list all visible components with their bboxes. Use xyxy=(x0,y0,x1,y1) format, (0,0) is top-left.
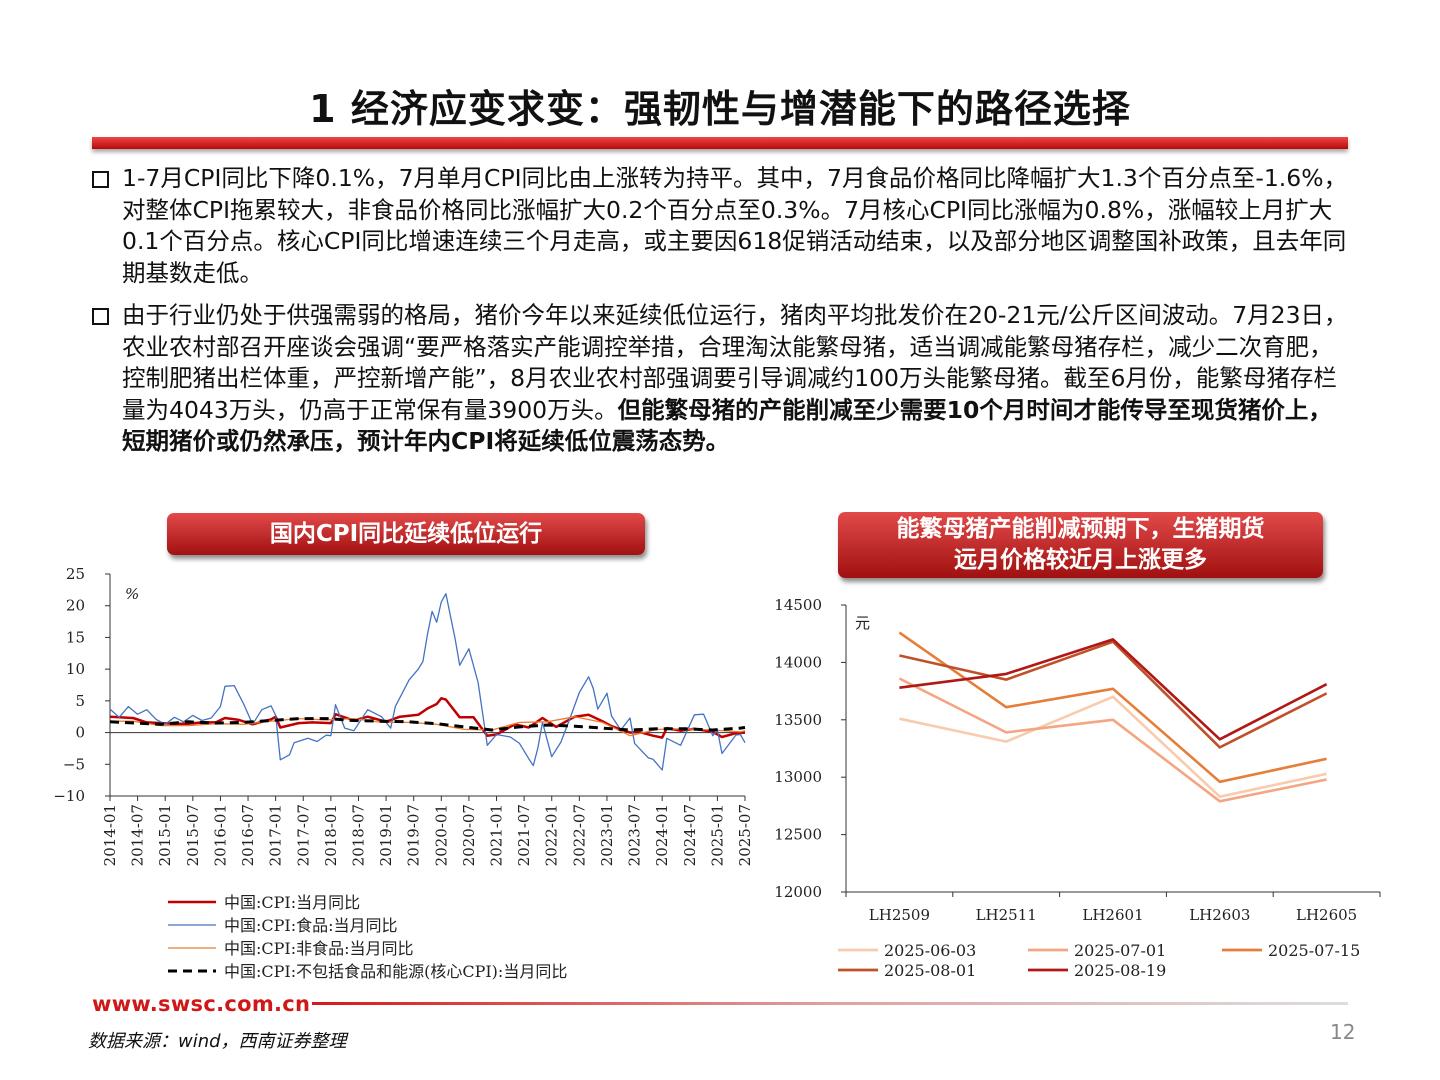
cpi-y-tick-label: 0 xyxy=(75,724,85,742)
cpi-y-tick-label: −10 xyxy=(53,787,85,805)
futures-x-tick-label: LH2509 xyxy=(869,906,930,924)
bullet-1-text: 1-7月CPI同比下降0.1%，7月单月CPI同比由上涨转为持平。其中，7月食品… xyxy=(122,164,1348,287)
cpi-x-tick-label: 2017-01 xyxy=(267,804,285,866)
cpi-legend-label: 中国:CPI:食品:当月同比 xyxy=(224,916,398,935)
cpi-y-tick-label: −5 xyxy=(63,755,85,773)
futures-y-unit-label: 元 xyxy=(855,614,870,632)
bullet-square-icon xyxy=(92,308,109,325)
futures-legend-label: 2025-08-01 xyxy=(884,961,976,980)
futures-series-line-4 xyxy=(899,640,1328,749)
cpi-x-tick-label: 2014-01 xyxy=(101,804,119,866)
cpi-x-tick-label: 2016-01 xyxy=(211,804,229,866)
cpi-x-tick-label: 2015-01 xyxy=(156,804,174,866)
cpi-x-tick-label: 2021-07 xyxy=(515,804,533,866)
futures-y-tick-label: 12000 xyxy=(774,883,822,901)
cpi-x-tick-label: 2024-01 xyxy=(653,804,671,866)
bullet-2-text: 由于行业仍处于供强需弱的格局，猪价今年以来延续低位运行，猪肉平均批发价在20-2… xyxy=(122,301,1348,455)
footer-url[interactable]: www.swsc.com.cn xyxy=(92,992,311,1016)
cpi-x-tick-label: 2025-07 xyxy=(736,804,754,866)
data-source: 数据来源：wind，西南证券整理 xyxy=(88,1031,347,1052)
futures-chart-title: 能繁母猪产能削减预期下，生猪期货 远月价格较近月上涨更多 xyxy=(838,512,1323,578)
cpi-x-tick-label: 2023-01 xyxy=(598,804,616,866)
futures-chart: 14500 14000 13500 13000 12500 12000 LH2509 LH25… xyxy=(774,596,1381,980)
cpi-x-tick-label: 2019-07 xyxy=(405,804,423,866)
cpi-series-line-1 xyxy=(109,697,746,739)
cpi-y-tick-label: 10 xyxy=(66,660,85,678)
futures-legend-label: 2025-07-15 xyxy=(1268,941,1360,960)
cpi-legend-label: 中国:CPI:当月同比 xyxy=(224,893,360,912)
page-number: 12 xyxy=(1330,1020,1356,1044)
cpi-chart: 25 20 15 10 5 0 −5 −10 2014-01 2014-07 2015-01 2015… xyxy=(53,565,754,981)
cpi-x-tick-label: 2015-07 xyxy=(184,804,202,866)
futures-series-line-2 xyxy=(898,677,1327,803)
cpi-x-tick-label: 2023-07 xyxy=(626,804,644,866)
futures-x-tick-label: LH2605 xyxy=(1296,906,1357,924)
title-divider xyxy=(92,137,1348,149)
futures-y-tick-label: 13500 xyxy=(774,711,822,729)
cpi-x-tick-label: 2017-07 xyxy=(294,804,312,866)
footer-divider xyxy=(312,1002,1348,1005)
futures-series-line-5 xyxy=(899,638,1328,741)
futures-series-line-1 xyxy=(899,695,1327,798)
futures-y-tick-label: 14500 xyxy=(774,596,822,614)
cpi-legend-label: 中国:CPI:非食品:当月同比 xyxy=(224,939,414,958)
cpi-x-tick-label: 2018-01 xyxy=(322,804,340,866)
futures-x-tick-label: LH2603 xyxy=(1189,906,1250,924)
cpi-x-tick-label: 2019-01 xyxy=(377,804,395,866)
cpi-x-tick-label: 2022-07 xyxy=(570,804,588,866)
futures-legend-label: 2025-06-03 xyxy=(884,941,976,960)
futures-y-tick-label: 14000 xyxy=(774,653,822,671)
cpi-y-tick-label: 20 xyxy=(66,597,85,615)
cpi-x-tick-label: 2020-07 xyxy=(460,804,478,866)
cpi-x-tick-label: 2024-07 xyxy=(681,804,699,866)
cpi-x-tick-label: 2022-01 xyxy=(543,804,561,866)
bullet-square-icon xyxy=(92,171,109,188)
futures-y-tick-label: 12500 xyxy=(774,826,822,844)
futures-series-line-3 xyxy=(898,631,1327,784)
futures-x-tick-label: LH2511 xyxy=(976,906,1037,924)
cpi-x-tick-label: 2018-07 xyxy=(349,804,367,866)
cpi-x-tick-label: 2021-01 xyxy=(488,804,506,866)
cpi-chart-title: 国内CPI同比延续低位运行 xyxy=(167,513,645,555)
cpi-x-tick-label: 2020-01 xyxy=(432,804,450,866)
cpi-x-tick-label: 2014-07 xyxy=(129,804,147,866)
page-title: 1 经济应变求变：强韧性与增潜能下的路径选择 xyxy=(309,87,1131,131)
futures-legend-label: 2025-07-01 xyxy=(1074,941,1166,960)
cpi-x-tick-label: 2016-07 xyxy=(239,804,257,866)
futures-y-tick-label: 13000 xyxy=(774,768,822,786)
cpi-y-tick-label: 25 xyxy=(66,565,85,583)
futures-x-tick-label: LH2601 xyxy=(1082,906,1143,924)
cpi-legend-label: 中国:CPI:不包括食品和能源(核心CPI):当月同比 xyxy=(224,962,567,981)
cpi-x-tick-label: 2025-01 xyxy=(708,804,726,866)
cpi-y-unit-label: % xyxy=(125,585,139,603)
cpi-series-line-2 xyxy=(109,593,746,771)
cpi-y-tick-label: 15 xyxy=(66,628,85,646)
cpi-y-tick-label: 5 xyxy=(75,692,85,710)
futures-legend-label: 2025-08-19 xyxy=(1074,961,1166,980)
